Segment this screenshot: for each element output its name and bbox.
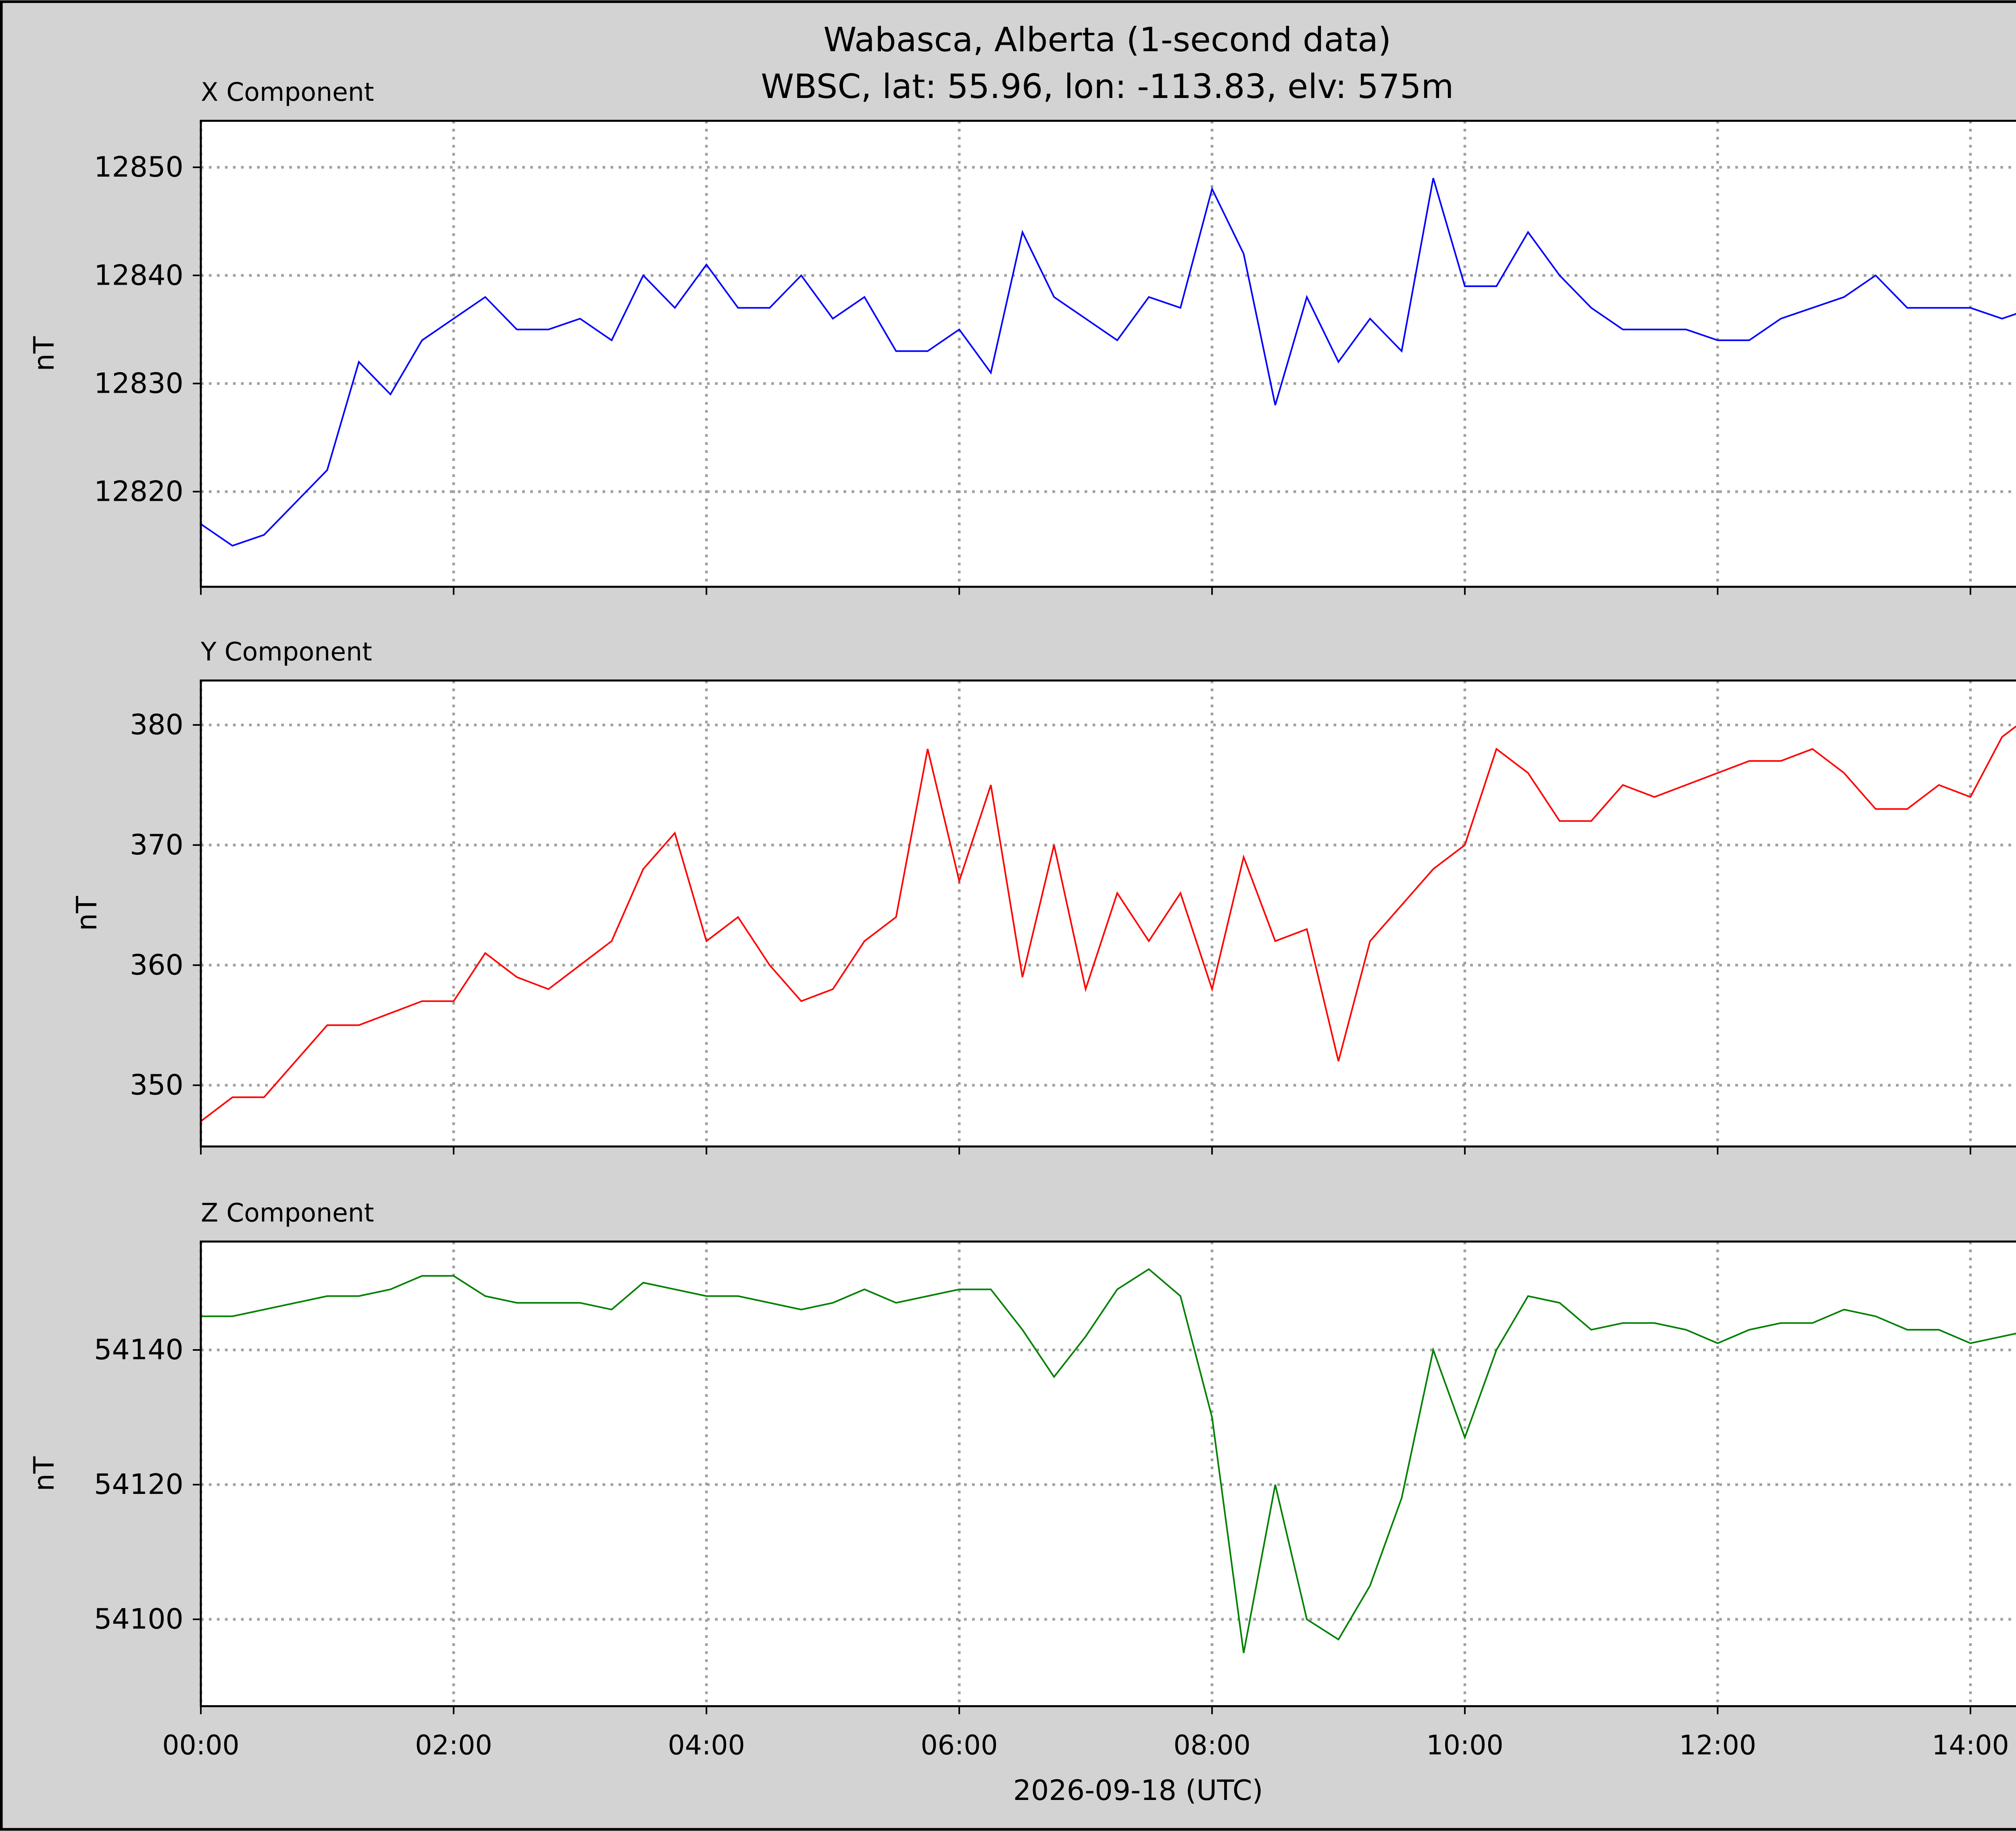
data-line	[200, 725, 2016, 1122]
y-tick-label: 12850	[94, 151, 183, 183]
y-axis-label: nT	[28, 336, 60, 371]
x-tick-label: 14:00	[1932, 1729, 2009, 1761]
y-tick-label: 54140	[94, 1333, 183, 1366]
y-tick-label: 370	[130, 829, 183, 861]
plot-frame	[200, 679, 2016, 1148]
plot-frame	[200, 1240, 2016, 1707]
data-line	[200, 178, 2016, 547]
plot-area	[201, 680, 2016, 1147]
y-tick-label: 380	[130, 708, 183, 741]
y-tick-label: 12830	[94, 367, 183, 400]
y-tick-label: 350	[130, 1069, 183, 1102]
x-tick-label: 06:00	[921, 1729, 998, 1761]
x-tick-label: 10:00	[1426, 1729, 1503, 1761]
panel-title: X Component	[201, 77, 374, 107]
y-tick-label: 360	[130, 949, 183, 981]
panel-title: Z Component	[201, 1198, 374, 1227]
x-tick-label: 12:00	[1679, 1729, 1756, 1761]
y-axis-label: nT	[71, 896, 103, 931]
x-tick-label: 02:00	[415, 1729, 492, 1761]
panel-title: Y Component	[200, 637, 372, 667]
y-tick-label: 54100	[94, 1603, 183, 1635]
figure-title: Wabasca, Alberta (1-second data)	[823, 20, 1391, 59]
y-tick-label: 12820	[94, 475, 183, 508]
x-tick-label: 08:00	[1173, 1729, 1250, 1761]
plot-frame	[200, 120, 2016, 588]
data-line	[201, 1268, 2016, 1653]
x-axis-label: 2026-09-18 (UTC)	[1013, 1774, 1263, 1807]
figure-subtitle: WBSC, lat: 55.96, lon: -113.83, elv: 575…	[761, 67, 1454, 106]
y-axis-label: nT	[28, 1456, 60, 1491]
x-tick-label: 04:00	[668, 1729, 745, 1761]
x-tick-label: 00:00	[162, 1729, 239, 1761]
y-tick-label: 54120	[94, 1468, 183, 1501]
plot-area	[201, 121, 2016, 587]
y-tick-label: 12840	[94, 259, 183, 292]
plot-area	[201, 1241, 2016, 1706]
